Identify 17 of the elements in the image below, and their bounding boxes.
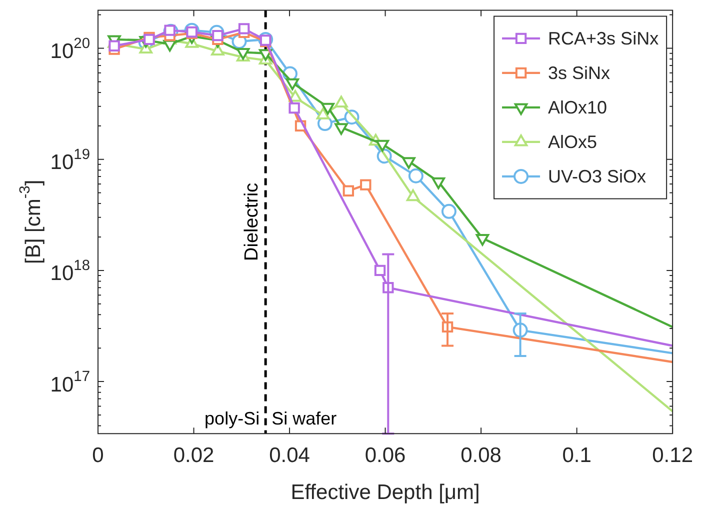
x-tick-label: 0.1 (562, 444, 592, 467)
x-tick-label: 0.12 (652, 444, 693, 467)
x-tick-label: 0 (92, 444, 104, 467)
legend-label: 3s SiNx (548, 62, 610, 83)
annotation: poly-Si (204, 408, 260, 429)
x-tick-label: 0.08 (460, 444, 502, 467)
x-axis-title: Effective Depth [μm] (290, 481, 480, 504)
x-tick-label: 0.02 (173, 444, 214, 467)
legend-label: UV-O3 SiOx (548, 166, 646, 186)
annotation: Si wafer (272, 408, 337, 429)
ref-line-label: Dielectric (241, 182, 262, 261)
legend-label: AlOx5 (548, 132, 598, 152)
x-tick-label: 0.06 (364, 444, 406, 467)
y-axis-title: [B] [cm-3] (18, 180, 45, 264)
legend-label: RCA+3s SiNx (548, 28, 659, 48)
legend-label: AlOx10 (548, 97, 608, 118)
x-tick-label: 0.04 (269, 444, 310, 467)
